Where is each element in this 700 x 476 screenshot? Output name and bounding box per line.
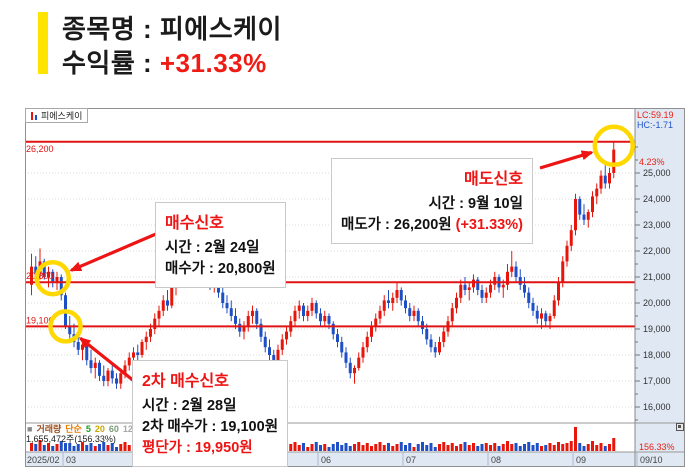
return-title: 수익률 : +31.33%: [62, 43, 267, 80]
price-axis-background: [635, 108, 685, 452]
second-buy-title: 2차 매수신호: [142, 373, 229, 390]
price-tick-label: 17,000: [643, 376, 671, 386]
buy1-signal-circle: [34, 259, 71, 297]
buy-signal-box: 매수신호 시간 : 2월 24일 매수가 : 20,800원: [155, 202, 286, 288]
hline-label: 20,800: [26, 271, 54, 281]
stock-name-text: 종목명 : 피에스케이: [62, 14, 282, 44]
date-tick-label: 07: [406, 455, 416, 465]
low-change-label: LC:59.19: [637, 110, 674, 120]
buy2-signal-circle: [48, 309, 83, 344]
price-tick-label: 21,000: [643, 272, 671, 282]
chart-tab-label: 피에스케이: [41, 111, 83, 121]
signal-arrow: [69, 232, 157, 272]
volume-legend: ■ 거래량 단순 5 20 60 120: [27, 424, 142, 434]
date-tick-label: 08: [491, 455, 501, 465]
chart-border: [25, 108, 685, 467]
return-prefix: 수익률 :: [62, 48, 160, 78]
volume-percent-label: 156.33%: [639, 442, 675, 452]
sell-signal-circle: [592, 124, 635, 168]
expand-icon[interactable]: [676, 423, 684, 431]
sell-return-percent: (+31.33%): [455, 217, 523, 233]
second-buy-avg-price: 평단가 : 19,950원: [142, 440, 253, 456]
return-value: +31.33%: [159, 48, 267, 78]
price-tick-label: 19,000: [643, 324, 671, 334]
accent-bar: [38, 12, 48, 74]
price-axis: 16,000 17,000 18,000 19,000 20,000 21,000 22,0…: [635, 146, 671, 421]
buy-signal-title: 매수신호: [165, 215, 224, 232]
signal-arrow: [78, 336, 135, 383]
date-tick-label: 03: [66, 455, 76, 465]
change-percent-label: 4.23%: [639, 157, 665, 167]
price-tick-label: 22,000: [643, 246, 671, 256]
stock-name-title: 종목명 : 피에스케이: [62, 9, 282, 46]
volume-ma-5: 5: [85, 424, 91, 434]
date-tick-label: 2025/02: [27, 455, 60, 465]
high-change-label: HC:-1.71: [637, 120, 674, 130]
volume-ma-120: 120: [122, 424, 138, 434]
signal-arrow: [539, 150, 594, 170]
price-tick-label: 24,000: [643, 194, 671, 204]
mini-chart-icon: [31, 111, 38, 120]
price-tick-label: 25,000: [643, 168, 671, 178]
volume-ma-type: 단순: [65, 424, 82, 434]
gridlines: [25, 172, 635, 408]
volume-legend-name: 거래량: [36, 424, 62, 434]
sell-signal-box: 매도신호 시간 : 9월 10일 매도가 : 26,200원 (+31.33%): [331, 158, 533, 244]
price-tick-label: 20,000: [643, 298, 671, 308]
sell-signal-time: 시간 : 9월 10일: [428, 196, 523, 212]
chart-tab[interactable]: 피에스케이: [25, 108, 89, 123]
sell-signal-price: 매도가 : 26,200원 (+31.33%): [341, 217, 523, 233]
buy-signal-price: 매수가 : 20,800원: [165, 261, 276, 277]
sell-signal-title: 매도신호: [464, 171, 523, 188]
price-tick-label: 18,000: [643, 350, 671, 360]
price-tick-label: 16,000: [643, 402, 671, 412]
second-buy-signal-box: 2차 매수신호 시간 : 2월 28일 2차 매수가 : 19,100원 평단가…: [132, 360, 289, 467]
second-buy-time: 시간 : 2월 28일: [142, 398, 237, 414]
hline-label: 26,200: [26, 144, 54, 154]
hline-label: 19,100: [26, 315, 54, 325]
signal-markers: [34, 124, 635, 383]
volume-ma-60: 60: [108, 424, 119, 434]
price-tick-label: 23,000: [643, 220, 671, 230]
date-tick-label: 06: [321, 455, 331, 465]
date-tick-label: 09/10: [640, 455, 663, 465]
buy-signal-time: 시간 : 2월 24일: [165, 240, 260, 256]
legend-square-icon: ■: [27, 424, 33, 434]
volume-total-label: 1,655,472주(156.33%): [26, 434, 116, 444]
second-buy-price: 2차 매수가 : 19,100원: [142, 419, 279, 435]
volume-ma-20: 20: [94, 424, 105, 434]
signal-price-lines: 26,200 20,800 19,100: [25, 140, 635, 328]
date-tick-label: 09: [576, 455, 586, 465]
